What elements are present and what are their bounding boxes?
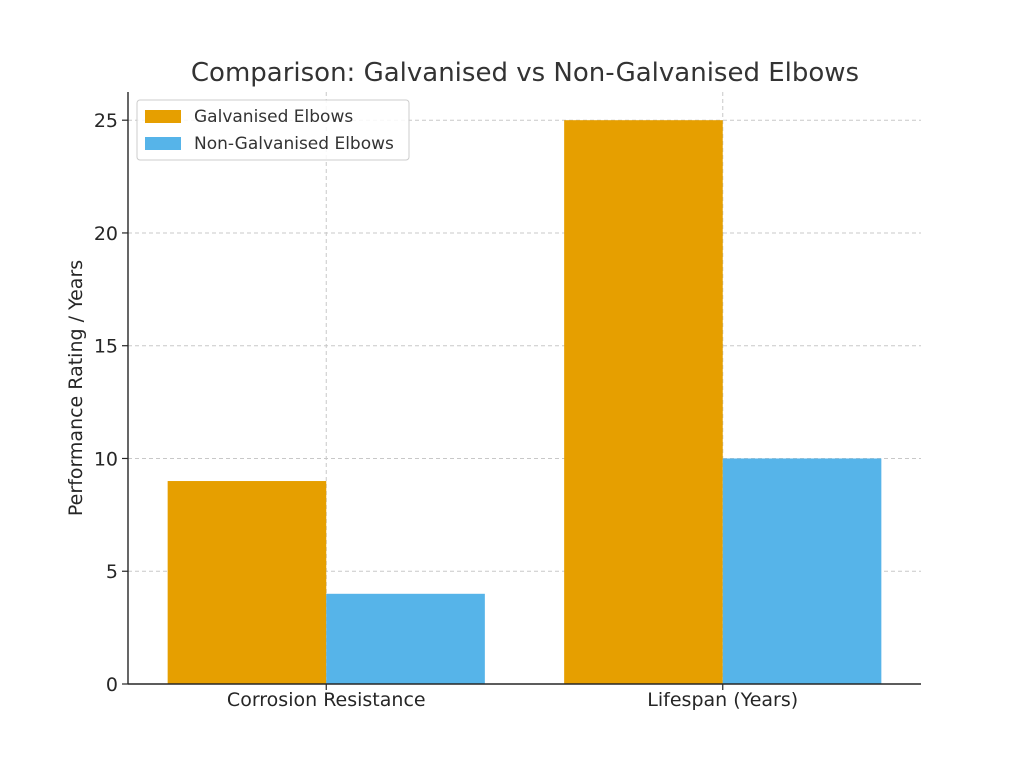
bar-galvanised-0 <box>167 481 327 684</box>
axes <box>127 92 921 685</box>
chart-title: Comparison: Galvanised vs Non-Galvanised… <box>191 58 859 88</box>
bar-non-galvanised-1 <box>722 458 882 684</box>
y-tick-label: 5 <box>106 561 118 583</box>
legend-frame <box>136 99 410 161</box>
y-axis-ticks: 0 5 10 15 20 25 <box>94 110 128 696</box>
legend-swatch-0 <box>145 110 181 123</box>
bar-non-galvanised-0 <box>326 593 485 684</box>
x-tick-label: Corrosion Resistance <box>227 689 426 711</box>
x-tick-label: Lifespan (Years) <box>647 689 798 711</box>
legend-label-1: Non-Galvanised Elbows <box>194 134 394 154</box>
y-tick-label: 15 <box>94 336 118 358</box>
legend-label-0: Galvanised Elbows <box>194 107 353 127</box>
bar-galvanised-1 <box>564 120 723 684</box>
bars <box>167 120 882 684</box>
legend-swatch-1 <box>145 137 181 150</box>
y-tick-label: 25 <box>94 110 118 132</box>
y-tick-label: 20 <box>94 223 118 245</box>
x-axis-ticks: Corrosion Resistance Lifespan (Years) <box>227 684 798 711</box>
y-tick-label: 10 <box>94 448 118 470</box>
y-tick-label: 0 <box>106 674 118 696</box>
y-axis-label: Performance Rating / Years <box>65 260 87 516</box>
legend: Galvanised Elbows Non-Galvanised Elbows <box>136 99 410 161</box>
